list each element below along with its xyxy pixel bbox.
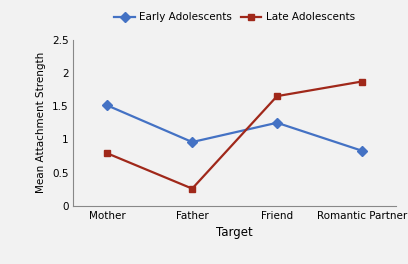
Late Adolescents [190,187,195,190]
Early Adolescents [105,104,110,107]
Late Adolescents [275,95,279,98]
Y-axis label: Mean Attachment Strength: Mean Attachment Strength [36,52,47,194]
Early Adolescents [275,121,279,124]
Line: Early Adolescents: Early Adolescents [104,102,365,154]
Early Adolescents [359,149,364,152]
Late Adolescents [105,152,110,155]
Late Adolescents [359,80,364,83]
Legend: Early Adolescents, Late Adolescents: Early Adolescents, Late Adolescents [110,8,359,27]
Line: Late Adolescents: Late Adolescents [104,78,365,192]
Early Adolescents [190,140,195,144]
X-axis label: Target: Target [216,226,253,239]
